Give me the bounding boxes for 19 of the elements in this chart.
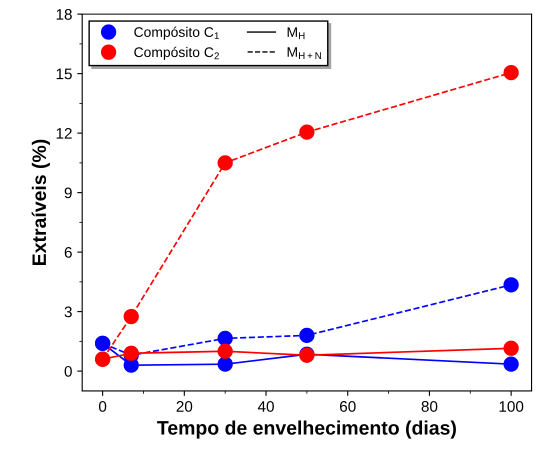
annotation: M$_{H}$ xyxy=(288,27,304,40)
y-axis-title: Extraíveis (%) xyxy=(32,140,50,265)
legend-label: Compósito C$_{1}$ xyxy=(134,26,219,40)
x-axis-title: Tempo de envelhecimento (dias) xyxy=(157,420,456,439)
annotation: M$_{H+N}$ xyxy=(288,47,321,59)
x-tick-label: 0 xyxy=(98,401,106,412)
y-tick-label: 3 xyxy=(64,306,72,318)
y-tick-label: 15 xyxy=(56,68,72,80)
y-tick-label: 12 xyxy=(56,128,72,139)
y-tick-label: 18 xyxy=(56,9,72,20)
x-tick-label: 20 xyxy=(176,401,192,412)
legend-label: Compósito C$_{2}$ xyxy=(134,46,219,60)
x-tick-label: 100 xyxy=(500,401,524,412)
y-tick-label: 6 xyxy=(64,246,72,258)
x-tick-label: 40 xyxy=(258,401,274,412)
x-tick-label: 60 xyxy=(340,401,356,412)
y-tick-label: 9 xyxy=(64,187,72,198)
x-tick-label: 80 xyxy=(422,401,438,412)
y-tick-label: 0 xyxy=(64,366,72,377)
